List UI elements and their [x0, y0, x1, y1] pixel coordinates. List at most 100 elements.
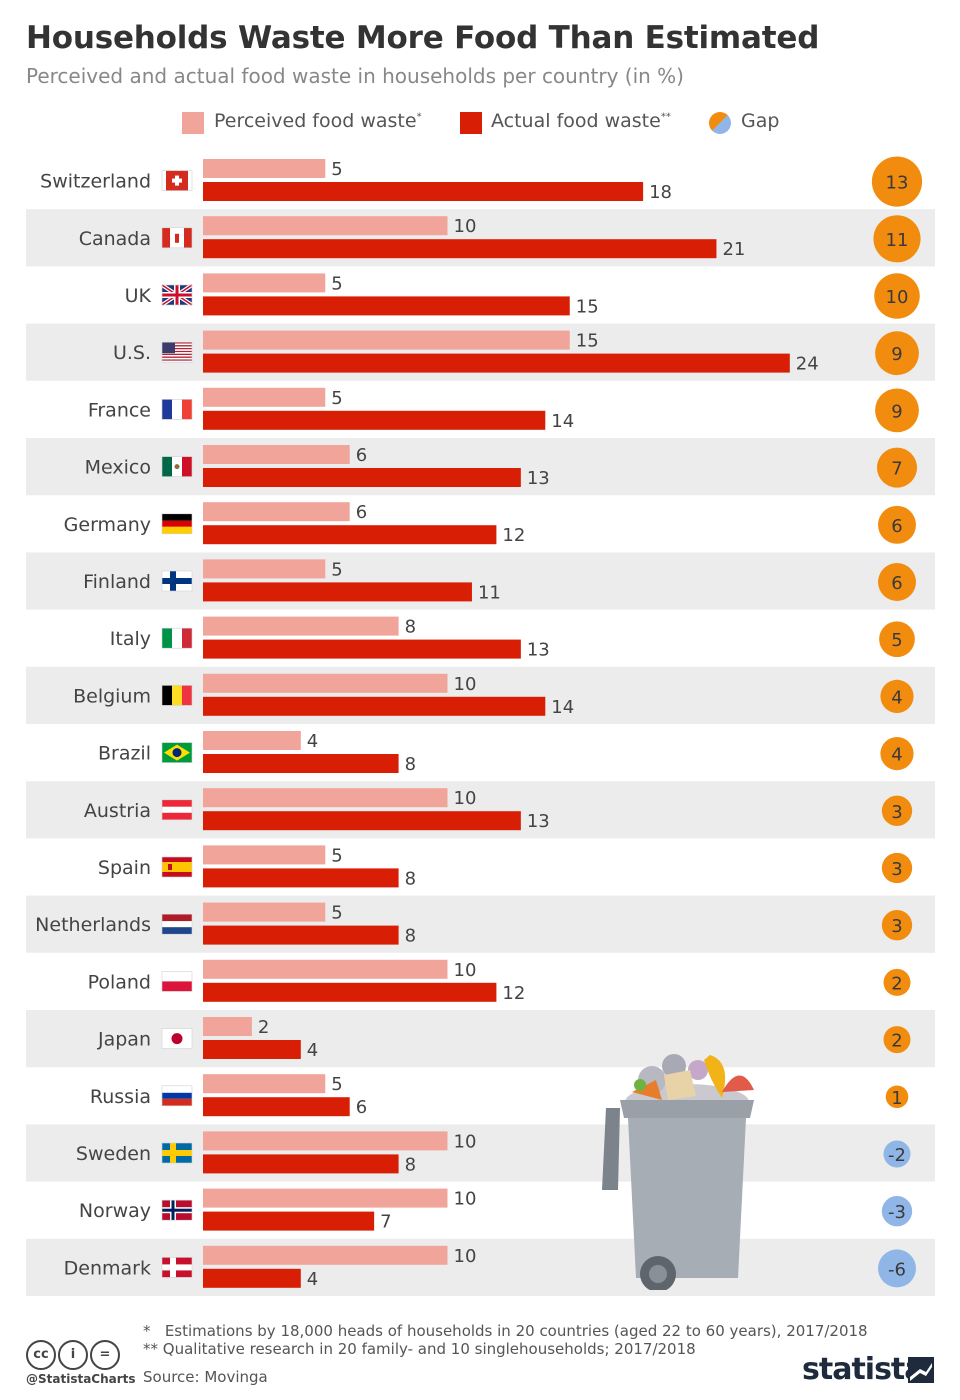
actual-bar [203, 696, 546, 716]
statista-logo[interactable]: statista [802, 1352, 925, 1387]
perceived-bar [203, 845, 326, 865]
italy-flag-icon [161, 627, 193, 649]
actual-bar [203, 754, 399, 773]
gap-value-label: 6 [891, 573, 902, 594]
gap-value-label: 1 [891, 1088, 902, 1109]
country-label: France [88, 399, 151, 421]
gap-bubble [885, 1085, 909, 1109]
perceived-bar [203, 1245, 448, 1265]
country-label: Mexico [85, 457, 151, 479]
country-label: Sweden [76, 1143, 151, 1165]
japan-flag-icon [161, 1028, 193, 1049]
country-label: Spain [98, 857, 151, 879]
perceived-value-label: 5 [331, 845, 342, 866]
actual-bar [203, 1097, 350, 1117]
perceived-value-label: 8 [405, 617, 416, 638]
actual-bar [203, 296, 570, 316]
perceived-value-label: 5 [331, 388, 342, 409]
perceived-value-label: 5 [331, 903, 342, 924]
actual-bar [203, 239, 717, 259]
gap-value-label: 6 [891, 516, 902, 537]
gap-bubble [881, 795, 913, 826]
poland-flag-icon [161, 971, 193, 992]
perceived-bar [203, 673, 448, 693]
actual-value-label: 6 [356, 1097, 367, 1118]
gap-bubble [881, 1196, 913, 1227]
country-label: Denmark [64, 1257, 151, 1279]
gap-bubble [874, 273, 920, 319]
perceived-bar [203, 959, 448, 979]
netherlands-flag-icon [161, 913, 193, 935]
country-label: Japan [97, 1029, 151, 1051]
statista-logo-icon [908, 1357, 934, 1383]
twitter-handle[interactable]: @StatistaCharts [26, 1372, 136, 1386]
actual-value-label: 12 [502, 983, 525, 1004]
perceived-bar [203, 559, 326, 579]
actual-value-label: 18 [649, 182, 672, 203]
actual-bar [203, 182, 644, 201]
country-label: Italy [110, 628, 151, 650]
perceived-value-label: 10 [454, 960, 477, 981]
perceived-bar [203, 273, 326, 293]
perceived-value-label: 5 [331, 559, 342, 580]
footnote-1: * Estimations by 18,000 heads of househo… [143, 1322, 868, 1340]
country-label: Norway [79, 1200, 151, 1222]
actual-value-label: 4 [307, 1040, 318, 1061]
cc-license-icon[interactable]: cc [26, 1340, 56, 1370]
country-label: Canada [79, 228, 151, 250]
legend-perceived-swatch [182, 112, 204, 134]
finland-flag-icon [161, 570, 193, 592]
gap-bubble [875, 388, 919, 433]
chart-title: Households Waste More Food Than Estimate… [26, 20, 820, 56]
russia-flag-icon [161, 1085, 193, 1107]
denmark-flag-icon [161, 1257, 193, 1278]
perceived-value-label: 5 [331, 273, 342, 294]
gap-value-label: 4 [891, 687, 902, 708]
actual-value-label: 21 [722, 239, 745, 260]
perceived-bar [203, 731, 301, 750]
actual-bar [203, 982, 497, 1002]
actual-bar [203, 1154, 399, 1174]
source-label: Source: Movinga [143, 1368, 268, 1386]
actual-value-label: 24 [796, 354, 819, 375]
perceived-value-label: 10 [454, 1189, 477, 1210]
country-label: Austria [84, 800, 151, 822]
legend: Perceived food waste* Actual food waste*… [0, 108, 960, 138]
perceived-bar [203, 1017, 252, 1036]
actual-value-label: 14 [551, 697, 574, 718]
actual-value-label: 7 [380, 1212, 391, 1233]
actual-bar [203, 525, 497, 545]
gap-value-label: -3 [888, 1202, 906, 1223]
us-flag-icon [161, 341, 193, 363]
brazil-flag-icon [161, 742, 193, 763]
perceived-bar [203, 902, 326, 922]
sweden-flag-icon [161, 1142, 193, 1164]
legend-actual-label: Actual food waste** [491, 110, 671, 132]
gap-value-label: 10 [886, 287, 909, 308]
gap-bubble [878, 505, 916, 544]
gap-bubble [880, 679, 914, 714]
legend-gap-label: Gap [741, 110, 780, 132]
gap-bubble [875, 331, 919, 376]
gap-value-label: 3 [891, 916, 902, 937]
gap-bubble [881, 910, 913, 941]
perceived-value-label: 5 [331, 1074, 342, 1095]
legend-gap-swatch [709, 112, 731, 134]
actual-value-label: 14 [551, 411, 574, 432]
country-label: Netherlands [35, 914, 151, 936]
gap-value-label: 2 [891, 973, 902, 994]
perceived-bar [203, 1074, 326, 1094]
country-label: Germany [64, 514, 151, 536]
perceived-bar [203, 216, 448, 236]
perceived-value-label: 4 [307, 731, 318, 752]
perceived-value-label: 10 [454, 1131, 477, 1152]
perceived-value-label: 10 [454, 674, 477, 695]
gap-bubble [873, 215, 921, 263]
perceived-value-label: 10 [454, 216, 477, 237]
country-label: Belgium [73, 685, 151, 707]
country-label: UK [125, 285, 152, 307]
country-label: Brazil [98, 743, 151, 765]
nd-license-icon[interactable]: = [90, 1340, 120, 1370]
actual-value-label: 12 [502, 525, 525, 546]
by-license-icon[interactable]: i [58, 1340, 88, 1370]
